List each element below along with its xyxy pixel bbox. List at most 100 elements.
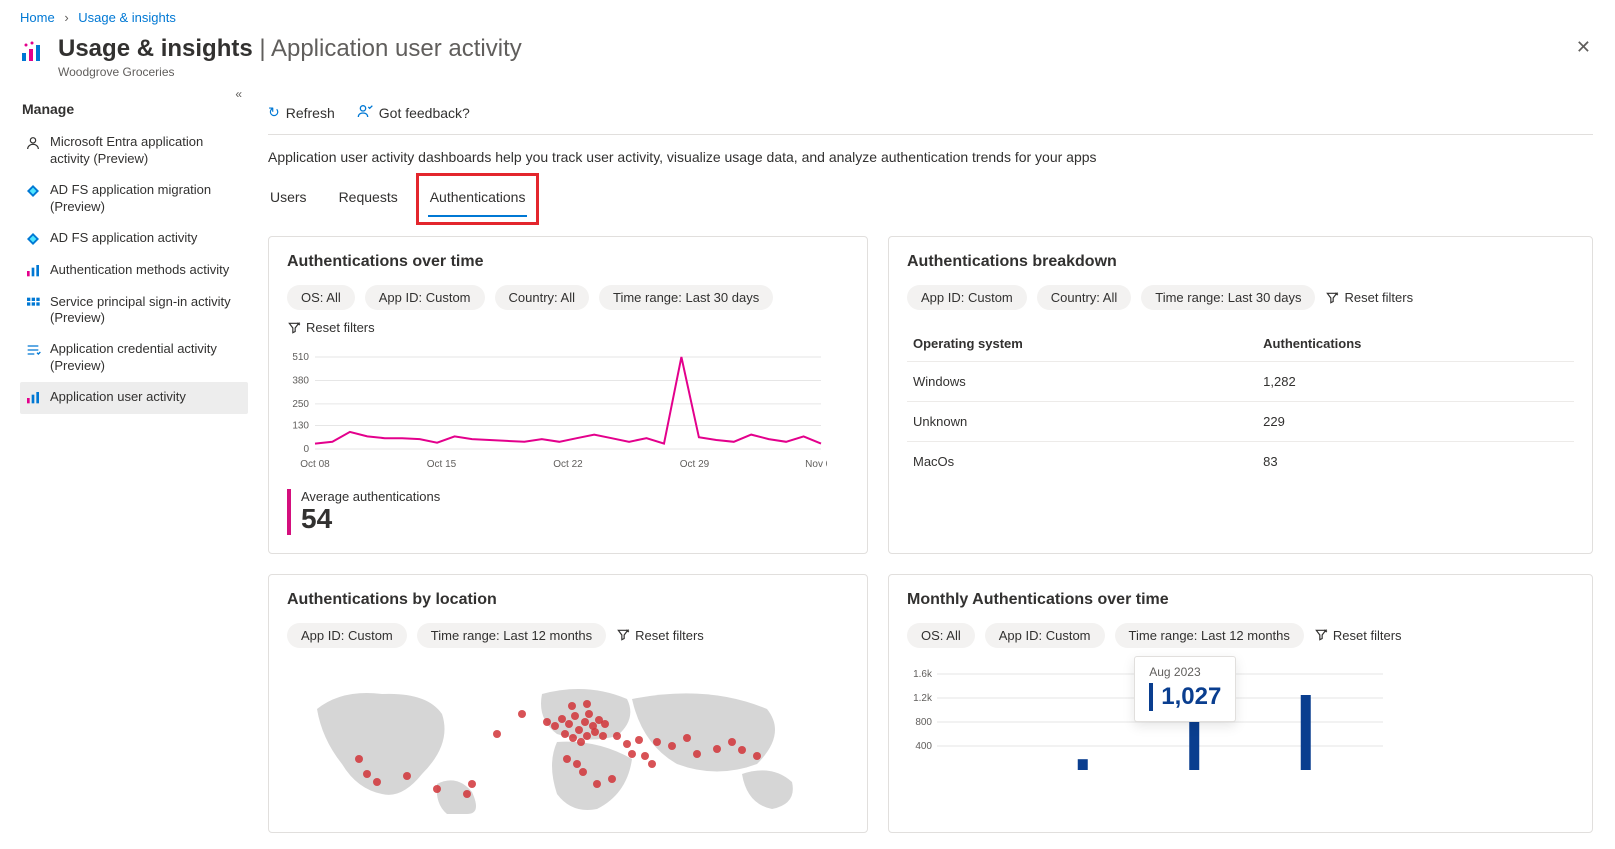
sidebar-item[interactable]: AD FS application activity [20,223,248,255]
filter-pill[interactable]: Time range: Last 12 months [1115,623,1304,648]
filter-clear-icon [1314,628,1328,642]
breadcrumb-current[interactable]: Usage & insights [78,10,176,25]
nav-item-label: Microsoft Entra application activity (Pr… [50,134,242,168]
tooltip-label: Aug 2023 [1149,665,1221,679]
filter-pill[interactable]: App ID: Custom [287,623,407,648]
breadcrumb: Home › Usage & insights [0,0,1615,25]
svg-text:Oct 15: Oct 15 [427,459,457,470]
table-cell: MacOs [907,442,1257,482]
table-header: Authentications [1257,326,1574,362]
filter-pill[interactable]: Time range: Last 30 days [599,285,773,310]
sidebar-item[interactable]: Microsoft Entra application activity (Pr… [20,127,248,175]
filter-clear-icon [287,321,301,335]
sidebar: « Manage Microsoft Entra application act… [0,93,248,833]
table-row: Windows1,282 [907,362,1574,402]
nav-item-label: Authentication methods activity [50,262,229,279]
table-row: MacOs83 [907,442,1574,482]
nav-item-label: Service principal sign-in activity (Prev… [50,294,242,328]
filter-pill[interactable]: OS: All [907,623,975,648]
metric-label: Average authentications [301,489,849,504]
tab-users[interactable]: Users [268,183,309,217]
tab-requests[interactable]: Requests [337,183,400,217]
sidebar-item[interactable]: Application user activity [20,382,248,414]
refresh-icon: ↻ [268,104,280,121]
nav-item-label: Application credential activity (Preview… [50,341,242,375]
svg-text:Nov 05: Nov 05 [805,459,827,470]
breakdown-table: Operating systemAuthenticationsWindows1,… [907,326,1574,481]
svg-text:Oct 22: Oct 22 [553,459,583,470]
reset-filters-button[interactable]: Reset filters [616,628,704,643]
metric-average-auth: Average authentications 54 [287,489,849,535]
filter-pill[interactable]: Time range: Last 30 days [1141,285,1315,310]
sidebar-item[interactable]: Service principal sign-in activity (Prev… [20,287,248,335]
card-auth-breakdown: Authentications breakdown App ID: Custom… [888,236,1593,554]
nav-item-label: AD FS application migration (Preview) [50,182,242,216]
filter-pill[interactable]: App ID: Custom [907,285,1027,310]
reset-filters-button[interactable]: Reset filters [287,320,375,335]
card-title: Authentications over time [287,253,849,271]
insights-icon [20,35,48,68]
feedback-button[interactable]: Got feedback? [357,103,470,122]
tab-authentications[interactable]: Authentications [428,183,528,217]
metric-value: 54 [301,504,849,535]
nav-item-icon [24,294,42,312]
table-cell: 1,282 [1257,362,1574,402]
tooltip-value: 1,027 [1149,683,1221,711]
svg-text:1.6k: 1.6k [913,669,933,680]
svg-text:Oct 08: Oct 08 [300,459,330,470]
nav-item-icon [24,134,42,152]
table-row: Unknown229 [907,402,1574,442]
table-cell: 83 [1257,442,1574,482]
svg-text:0: 0 [303,444,309,455]
org-name: Woodgrove Groceries [58,65,1595,79]
card-monthly-auth: Monthly Authentications over time OS: Al… [888,574,1593,833]
filter-pill[interactable]: App ID: Custom [365,285,485,310]
feedback-label: Got feedback? [379,105,470,121]
card-title: Authentications breakdown [907,253,1574,271]
filter-pill[interactable]: App ID: Custom [985,623,1105,648]
page-description: Application user activity dashboards hel… [268,135,1593,183]
card-auth-over-time: Authentications over time OS: All App ID:… [268,236,868,554]
svg-text:130: 130 [292,421,309,432]
nav-item-label: Application user activity [50,389,186,406]
toolbar: ↻ Refresh Got feedback? [268,93,1593,135]
page-header: Usage & insights | Application user acti… [0,25,1615,93]
filter-pill[interactable]: Time range: Last 12 months [417,623,606,648]
svg-text:400: 400 [915,741,932,752]
sidebar-item[interactable]: Authentication methods activity [20,255,248,287]
sidebar-item[interactable]: Application credential activity (Preview… [20,334,248,382]
collapse-sidebar-icon[interactable]: « [235,87,242,101]
filter-clear-icon [616,628,630,642]
table-cell: Windows [907,362,1257,402]
card-title: Authentications by location [287,591,849,609]
svg-text:510: 510 [292,352,309,363]
svg-text:1.2k: 1.2k [913,693,933,704]
filter-pill[interactable]: OS: All [287,285,355,310]
close-icon[interactable]: ✕ [1576,37,1591,58]
breadcrumb-home[interactable]: Home [20,10,55,25]
line-chart: 0130250380510Oct 08Oct 15Oct 22Oct 29Nov… [287,351,827,471]
nav-item-icon [24,182,42,200]
nav-item-icon [24,341,42,359]
reset-filters-button[interactable]: Reset filters [1325,290,1413,305]
card-title: Monthly Authentications over time [907,591,1574,609]
filter-clear-icon [1325,291,1339,305]
svg-text:380: 380 [292,375,309,386]
filter-pill[interactable]: Country: All [1037,285,1131,310]
filter-pill[interactable]: Country: All [495,285,589,310]
chevron-right-icon: › [64,10,68,25]
refresh-button[interactable]: ↻ Refresh [268,104,335,121]
feedback-icon [357,103,373,122]
page-title: Usage & insights | Application user acti… [58,35,1595,63]
reset-filters-button[interactable]: Reset filters [1314,628,1402,643]
map-chart [287,664,847,814]
table-cell: Unknown [907,402,1257,442]
svg-text:Oct 29: Oct 29 [680,459,710,470]
sidebar-heading: Manage [22,101,248,117]
sidebar-item[interactable]: AD FS application migration (Preview) [20,175,248,223]
tabs: Users Requests Authentications [268,183,1593,218]
table-cell: 229 [1257,402,1574,442]
card-auth-by-location: Authentications by location App ID: Cust… [268,574,868,833]
nav-item-icon [24,262,42,280]
nav-item-icon [24,389,42,407]
